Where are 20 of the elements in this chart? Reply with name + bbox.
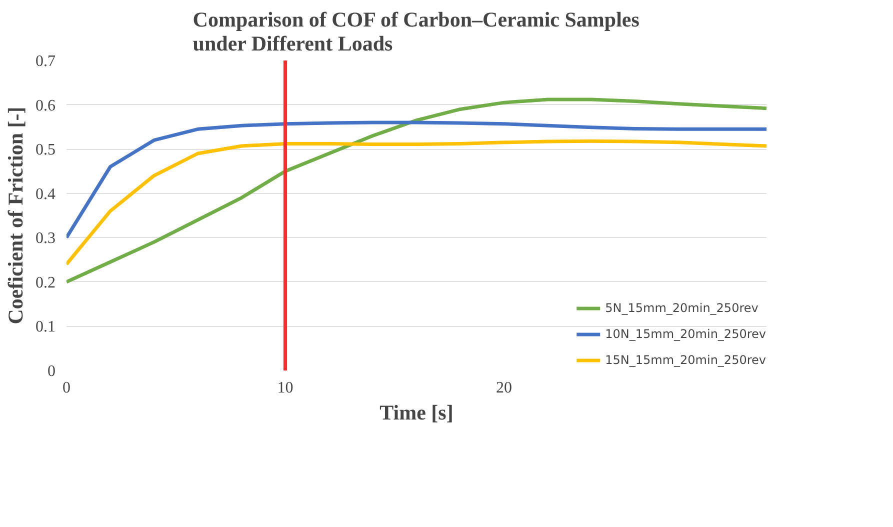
x-axis-title: Time [s] xyxy=(380,400,454,424)
legend-label: 15N_15mm_20min_250rev xyxy=(605,353,766,367)
line-series xyxy=(66,120,766,240)
legend-label: 10N_15mm_20min_250rev xyxy=(605,327,766,341)
y-tick-label: 0.6 xyxy=(36,97,56,114)
y-tick-label: 0.1 xyxy=(36,318,56,336)
y-tick-label: 0.5 xyxy=(36,142,56,159)
chart-title: Comparison of COF of Carbon–Ceramic Samples under Different Loads xyxy=(192,8,640,56)
y-tick-label: 0.2 xyxy=(36,274,56,292)
y-tick-label: 0.7 xyxy=(36,53,56,70)
line-series xyxy=(66,139,766,266)
line-series xyxy=(66,98,766,284)
x-tick-label: 10 xyxy=(277,380,294,396)
y-tick-label: 0.4 xyxy=(36,186,56,203)
y-tick-label: 0.3 xyxy=(36,230,56,248)
x-tick-label: 0 xyxy=(62,380,70,396)
y-axis-title: Coeficient of Friction [-] xyxy=(4,106,28,324)
y-tick-label: 0 xyxy=(48,363,56,380)
legend-label: 5N_15mm_20min_250rev xyxy=(605,301,758,315)
x-tick-label: 20 xyxy=(496,380,512,396)
